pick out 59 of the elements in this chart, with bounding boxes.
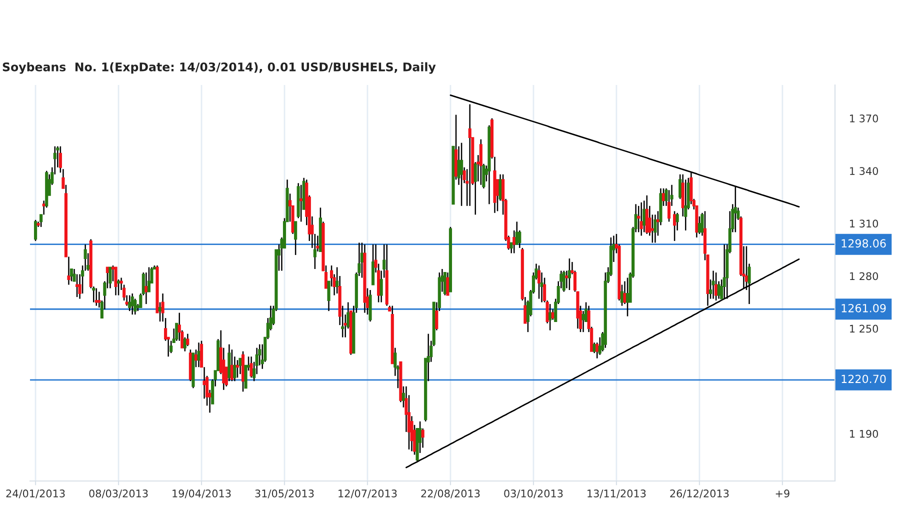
candlestick [170,340,173,354]
candlestick [626,277,630,317]
ref-line-label: 1220.70 [842,374,886,384]
y-tick-label: 1 370 [850,114,878,122]
candlestick [128,294,132,312]
y-tick-label: 1 190 [850,430,878,438]
candlestick [236,359,240,378]
candlestick [642,200,646,233]
y-tick-label: 1 250 [850,324,878,333]
candlestick [130,292,134,316]
candlestick [238,358,242,375]
candlestick [582,310,585,333]
candlestick [371,244,375,286]
x-tick-label: 26/12/2013 [670,490,729,498]
candlestick [34,219,38,242]
candlestick [684,178,688,232]
candlestick [75,274,79,298]
candlestick [108,266,112,289]
candlestick [637,205,640,233]
candlestick [479,138,482,186]
candlestick [673,210,676,242]
x-tick-label: 24/01/2013 [6,490,65,498]
candlestick [98,291,101,308]
candlestick [250,356,253,378]
y-tick-label: 1 280 [850,272,878,280]
ref-line-label: 1298.06 [842,239,886,248]
candlestick [300,184,303,222]
x-tick-label: 12/07/2013 [338,490,397,498]
candlestick [446,272,450,296]
candlestick [548,303,552,331]
candlestick [596,342,599,359]
x-tick-label: 19/04/2013 [172,490,231,498]
candlestick [244,364,248,389]
candlestick [183,336,186,352]
x-tick-label: 08/03/2013 [89,490,148,498]
x-tick-label: +9 [776,490,790,498]
candlestick [197,342,200,368]
x-tick-label: 22/08/2013 [421,490,480,498]
y-tick-label: 1 340 [850,167,878,175]
candlestick [114,266,118,296]
x-tick-label: 03/10/2013 [504,490,563,498]
candlestick [94,288,98,306]
candlestick [640,202,643,236]
candlestick [460,142,464,207]
ref-line-label: 1261.09 [842,304,886,312]
x-tick-label: 13/11/2013 [588,490,646,498]
candlestick [562,270,566,292]
chart-title: Soybeans No. 1(ExpDate: 14/03/2014), 0.01 USD/BUSHELS, Daily [2,62,436,74]
candlestick [568,258,571,291]
candlestick [714,272,718,302]
y-tick-label: 1 310 [850,220,878,228]
candlestick [294,221,298,256]
x-tick-label: 31/05/2013 [255,490,314,498]
candlestick [468,104,472,207]
candlestick [58,146,62,174]
candlestick [116,278,120,296]
candlestick [712,270,715,300]
candlestick [537,264,541,300]
candlestick [654,214,657,244]
